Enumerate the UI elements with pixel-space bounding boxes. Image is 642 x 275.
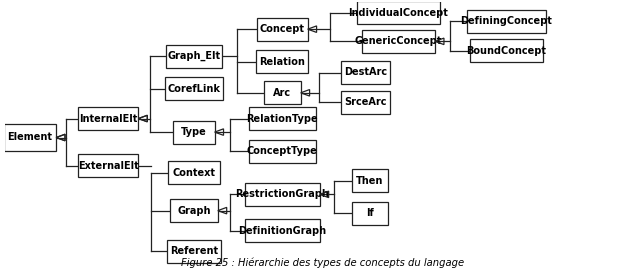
Text: RelationType: RelationType <box>247 114 318 123</box>
Bar <box>170 199 218 222</box>
Bar <box>245 219 320 243</box>
Bar <box>78 155 139 177</box>
Text: Figure 25 : Hiérarchie des types de concepts du langage: Figure 25 : Hiérarchie des types de conc… <box>181 257 464 268</box>
Bar <box>264 81 300 104</box>
Bar <box>357 1 440 24</box>
Text: GenericConcept: GenericConcept <box>355 36 442 46</box>
Bar <box>467 10 546 32</box>
Bar <box>256 50 308 73</box>
Text: CorefLink: CorefLink <box>168 84 220 94</box>
Bar <box>4 124 56 151</box>
Text: DefiningConcept: DefiningConcept <box>460 16 553 26</box>
Text: RestrictionGraph: RestrictionGraph <box>236 189 329 199</box>
Bar <box>352 202 388 225</box>
Text: Referent: Referent <box>170 246 218 256</box>
Text: DestArc: DestArc <box>344 67 387 78</box>
Bar <box>249 139 316 163</box>
Text: IndividualConcept: IndividualConcept <box>349 8 449 18</box>
Text: SrceArc: SrceArc <box>344 97 386 107</box>
Text: DefinitionGraph: DefinitionGraph <box>238 226 326 236</box>
Text: ExternalElt: ExternalElt <box>78 161 139 171</box>
Bar <box>352 169 388 192</box>
Bar <box>167 240 221 263</box>
Text: Relation: Relation <box>259 57 305 67</box>
Bar <box>78 107 139 130</box>
Bar <box>362 30 435 53</box>
Text: If: If <box>366 208 374 218</box>
Text: Arc: Arc <box>273 88 291 98</box>
Bar <box>249 107 316 130</box>
Text: BoundConcept: BoundConcept <box>467 46 546 56</box>
Text: Graph_Elt: Graph_Elt <box>168 51 221 61</box>
Bar <box>173 120 214 144</box>
Bar <box>257 18 308 41</box>
Text: ConceptType: ConceptType <box>247 146 318 156</box>
Text: Graph: Graph <box>177 206 211 216</box>
Text: Context: Context <box>173 168 216 178</box>
Bar <box>166 45 221 68</box>
Bar <box>165 77 223 100</box>
Bar <box>245 183 320 206</box>
Bar <box>341 61 390 84</box>
Bar <box>168 161 220 184</box>
Bar <box>470 39 543 62</box>
Text: Element: Element <box>8 133 53 142</box>
Text: Then: Then <box>356 176 384 186</box>
Text: Type: Type <box>181 127 207 137</box>
Text: InternalElt: InternalElt <box>79 114 137 123</box>
Bar <box>341 91 390 114</box>
Text: Concept: Concept <box>260 24 305 34</box>
